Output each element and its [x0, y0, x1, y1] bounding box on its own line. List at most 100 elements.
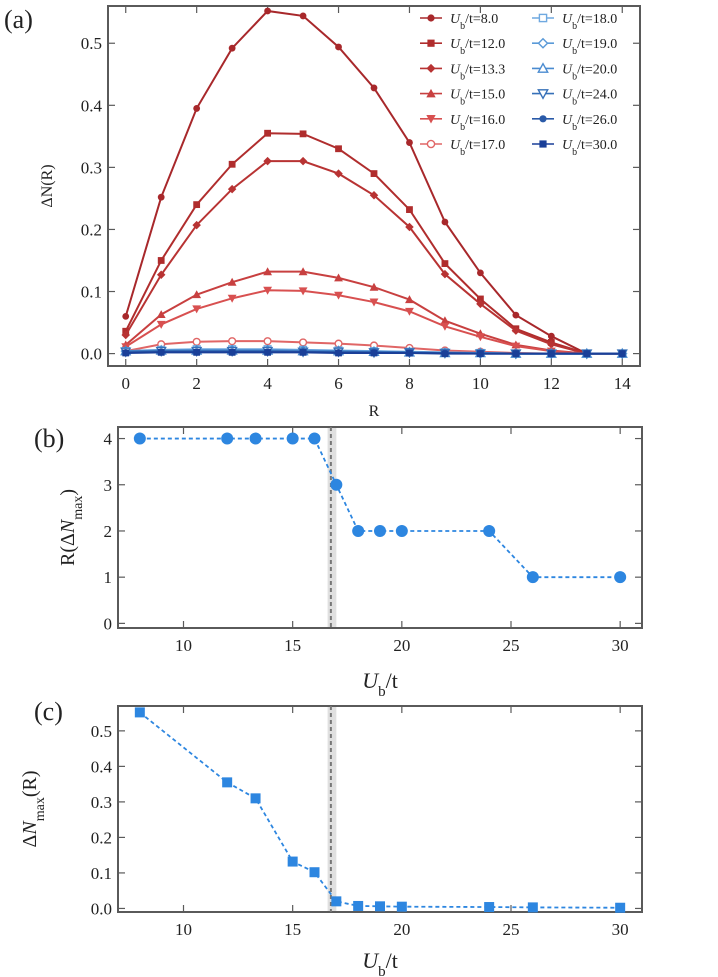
panel-b-frame	[117, 426, 643, 629]
legend-swatch-marker	[426, 63, 436, 73]
panel-c-point	[250, 793, 261, 804]
panel-b-point	[249, 432, 262, 445]
legend-label-suffix: /t=24.0	[577, 88, 617, 103]
panel-a-series	[121, 156, 627, 358]
legend-label: Ub/t=26.0	[562, 113, 617, 133]
panel-b-line	[139, 437, 621, 579]
panel-b-point	[221, 432, 234, 445]
panel-a-point	[335, 349, 342, 357]
panel-a-ytick-label: 0.5	[81, 34, 102, 53]
panel-a-point	[512, 350, 520, 357]
legend-label-var: U	[450, 88, 461, 103]
panel-b-xlabel-suffix: /t	[386, 668, 398, 693]
panel-c-xlabel-suffix: /t	[386, 948, 398, 973]
legend-label-sub: b	[460, 46, 465, 57]
legend-label-var: U	[450, 12, 461, 27]
panel-a-point	[334, 169, 343, 178]
panel-a-label: (a)	[4, 5, 33, 34]
panel-a-point	[193, 348, 201, 356]
panel-c-point	[484, 902, 495, 913]
panel-a-point	[370, 349, 378, 357]
panel-a-chart: 0 2 4 6 8 10 12 14 0.0 0.1 0.2 0.3 0.4 0.5 R ΔN(R) Ub/t=…	[39, 5, 641, 420]
panel-a-point	[335, 145, 342, 153]
panel-a-point	[299, 130, 307, 138]
panel-c-ylabel-suffix: (R)	[19, 771, 41, 798]
panel-a-point	[406, 349, 413, 357]
panel-a-point	[477, 295, 484, 303]
panel-a-point	[227, 277, 237, 286]
legend-label: Ub/t=24.0	[562, 88, 617, 108]
panel-c-chart: 10 15 20 25 30 0.0 0.1 0.2 0.3 0.4 0.5 ΔNmax(R) Ub/t	[19, 705, 643, 977]
panel-a-xtick-label: 4	[263, 374, 272, 393]
panel-b-point	[483, 524, 496, 537]
panel-a-point	[156, 270, 166, 280]
legend-label-suffix: /t=19.0	[577, 37, 617, 52]
panel-c-xtick-label: 10	[175, 920, 192, 939]
legend-label-sub: b	[460, 96, 465, 107]
panel-c-xtick-label: 30	[612, 920, 629, 939]
panel-c-xtick-label: 25	[503, 920, 520, 939]
panel-c-line	[139, 711, 621, 909]
panel-a-series-line	[124, 160, 623, 355]
panel-a-point	[193, 105, 201, 112]
panel-c-critical-band	[327, 706, 337, 912]
panel-a-point	[511, 342, 521, 351]
legend-label-sub: b	[460, 121, 465, 132]
legend-label-var: U	[450, 62, 461, 77]
panel-c-ytick-label: 0.3	[91, 793, 112, 812]
panel-a-point	[122, 312, 130, 320]
legend-label-var: U	[562, 113, 573, 128]
legend-swatch-marker	[426, 139, 436, 149]
legend-label-sub: b	[460, 71, 465, 82]
panel-a-point	[441, 350, 449, 357]
panel-a-point	[477, 269, 484, 277]
legend-label-suffix: /t=26.0	[577, 113, 617, 128]
panel-a-point	[263, 286, 273, 295]
legend-label-var: U	[450, 113, 461, 128]
panel-c-xtick-label: 15	[284, 920, 301, 939]
panel-a-point	[583, 350, 591, 357]
panel-b-point	[133, 432, 146, 445]
panel-b-point	[395, 524, 408, 537]
panel-b-critical-band	[327, 427, 337, 628]
legend-label-sub: b	[572, 21, 577, 32]
panel-a-point	[406, 139, 413, 146]
legend-swatch-marker	[539, 140, 547, 148]
panel-a-point	[264, 348, 271, 356]
legend-label: Ub/t=18.0	[562, 12, 617, 32]
panel-c-ylabel-sub: max	[33, 797, 48, 821]
legend-label-suffix: /t=18.0	[577, 12, 617, 27]
legend-label-var: U	[562, 12, 573, 27]
panel-a-series-line	[124, 132, 623, 355]
legend-label-var: U	[450, 138, 461, 153]
panel-c-ytick-label: 0.4	[91, 757, 113, 776]
panel-a-point	[547, 340, 556, 349]
legend-swatch-marker	[426, 88, 436, 98]
panel-a-point	[192, 305, 202, 314]
panel-b-xlabel: Ub/t	[362, 668, 398, 700]
legend-label-suffix: /t=13.3	[465, 62, 505, 77]
panel-b-point	[330, 478, 343, 491]
panel-a-xtick-label: 0	[121, 374, 130, 393]
panel-b-xtick-label: 25	[503, 636, 520, 655]
panel-b-ytick-label: 2	[104, 522, 113, 541]
legend-label-suffix: /t=12.0	[465, 37, 505, 52]
panel-a-point	[547, 350, 555, 357]
panel-b-ylabel-suffix: )	[57, 489, 79, 496]
panel-b-point	[374, 524, 386, 537]
panel-c-ytick-label: 0.2	[91, 828, 112, 847]
legend-label-sub: b	[460, 21, 465, 32]
panel-a-ytick-label: 0.1	[81, 283, 102, 302]
panel-a-xtick-label: 2	[192, 374, 201, 393]
panel-a-point	[122, 349, 130, 357]
panel-c-xlabel-sub: b	[378, 964, 386, 977]
panel-a-point	[299, 348, 307, 356]
panel-a-series	[122, 7, 626, 357]
panel-b-ytick-label: 0	[104, 614, 113, 633]
panel-c-label: (c)	[34, 697, 63, 726]
panel-a-point	[334, 273, 343, 282]
panel-a-point	[156, 320, 166, 329]
panel-a-point	[121, 330, 130, 340]
panel-a-frame	[107, 5, 641, 367]
panel-a-point	[441, 260, 449, 267]
